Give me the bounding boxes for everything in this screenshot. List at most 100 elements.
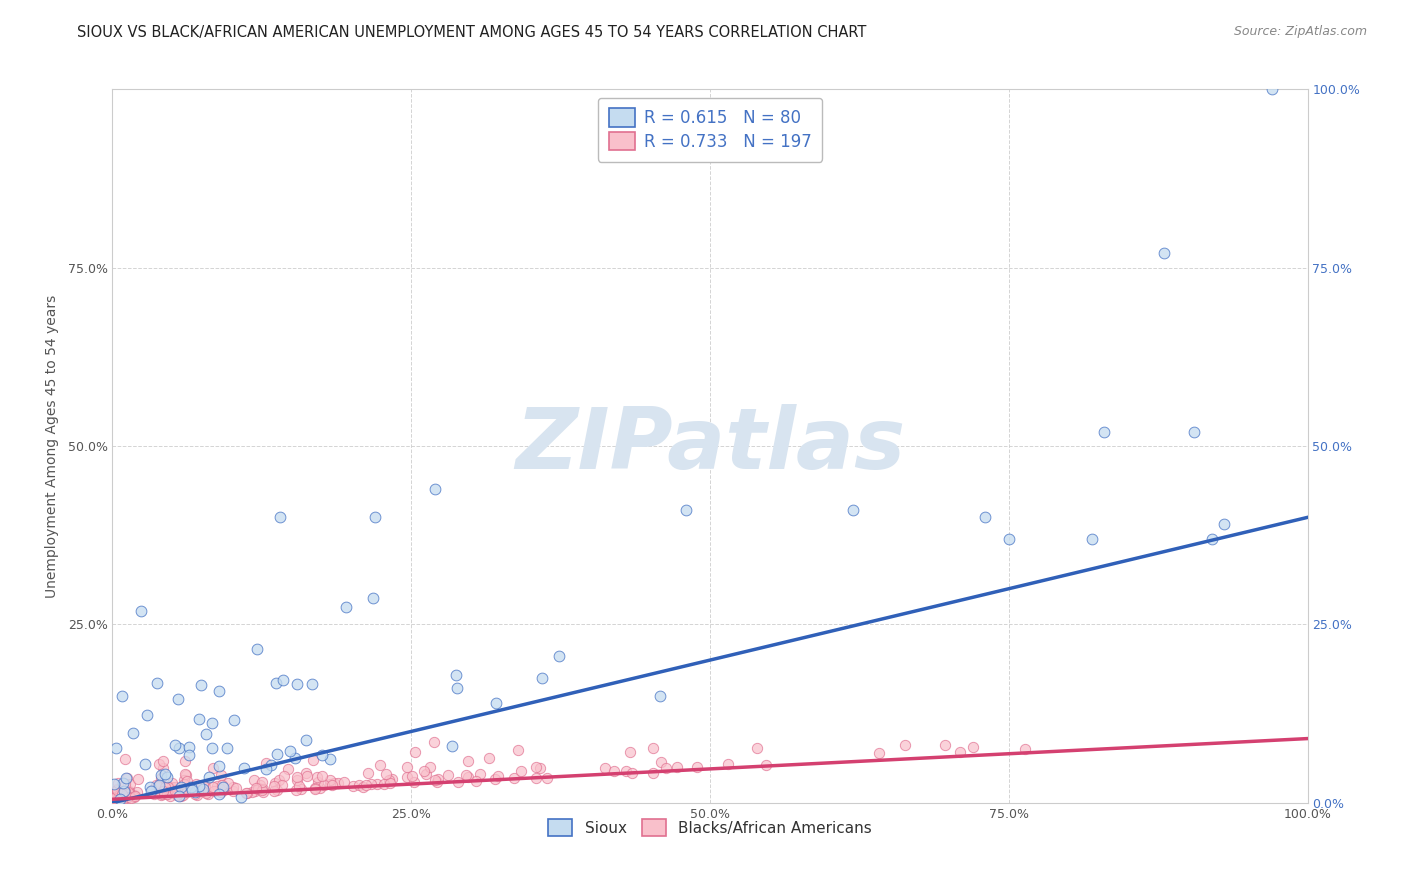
Point [396, 760, 419, 774]
Point [245, 781, 267, 796]
Point [378, 776, 401, 790]
Point [643, 765, 665, 780]
Point [122, 788, 145, 802]
Point [222, 780, 245, 794]
Point [675, 503, 697, 517]
Point [186, 788, 208, 802]
Point [949, 746, 972, 760]
Point [110, 792, 132, 806]
Point [252, 784, 274, 798]
Point [318, 777, 340, 791]
Point [593, 760, 616, 774]
Point [114, 777, 136, 791]
Point [149, 789, 172, 803]
Point [370, 758, 392, 772]
Point [233, 761, 256, 775]
Point [155, 766, 177, 780]
Point [124, 789, 146, 803]
Point [170, 780, 193, 794]
Point [510, 764, 533, 779]
Point [502, 772, 524, 786]
Text: Source: ZipAtlas.com: Source: ZipAtlas.com [1233, 25, 1367, 38]
Point [160, 780, 183, 794]
Point [488, 769, 510, 783]
Point [254, 762, 277, 776]
Point [404, 745, 426, 759]
Point [215, 740, 238, 755]
Point [209, 784, 232, 798]
Point [173, 754, 195, 768]
Point [318, 752, 340, 766]
Point [150, 788, 173, 802]
Point [201, 761, 224, 775]
Point [269, 773, 291, 788]
Point [146, 779, 169, 793]
Point [531, 671, 554, 685]
Point [333, 775, 356, 789]
Point [354, 778, 377, 792]
Point [143, 787, 166, 801]
Point [641, 740, 664, 755]
Point [212, 783, 235, 797]
Point [413, 764, 436, 778]
Point [307, 775, 329, 789]
Point [134, 756, 156, 771]
Point [211, 781, 233, 796]
Point [1153, 246, 1175, 260]
Point [150, 768, 173, 782]
Point [212, 780, 235, 795]
Point [263, 784, 285, 798]
Point [177, 739, 200, 754]
Point [654, 761, 676, 775]
Point [122, 726, 145, 740]
Point [179, 782, 201, 797]
Point [155, 788, 177, 802]
Point [842, 503, 865, 517]
Point [264, 776, 287, 790]
Point [235, 785, 257, 799]
Point [250, 782, 273, 797]
Point [173, 777, 195, 791]
Point [426, 775, 449, 789]
Point [287, 779, 309, 793]
Point [328, 776, 350, 790]
Point [446, 681, 468, 696]
Point [319, 772, 342, 787]
Point [285, 772, 308, 787]
Point [284, 782, 307, 797]
Point [225, 780, 247, 795]
Point [194, 785, 217, 799]
Point [436, 768, 458, 782]
Point [152, 761, 174, 775]
Point [457, 754, 479, 768]
Point [150, 785, 173, 799]
Point [159, 789, 181, 804]
Point [266, 747, 288, 762]
Point [197, 788, 219, 802]
Point [135, 708, 157, 723]
Point [198, 770, 221, 784]
Point [127, 772, 149, 786]
Legend: Sioux, Blacks/African Americans: Sioux, Blacks/African Americans [538, 810, 882, 845]
Point [378, 772, 401, 787]
Point [163, 738, 186, 752]
Point [105, 783, 128, 797]
Point [112, 789, 135, 804]
Point [150, 772, 173, 786]
Point [174, 767, 197, 781]
Point [115, 791, 138, 805]
Point [1182, 425, 1205, 439]
Point [665, 759, 688, 773]
Point [190, 677, 212, 691]
Point [1261, 82, 1284, 96]
Point [485, 696, 508, 710]
Point [110, 789, 132, 803]
Point [415, 767, 437, 781]
Point [156, 780, 179, 794]
Point [127, 785, 149, 799]
Point [360, 777, 382, 791]
Point [446, 668, 468, 682]
Point [105, 782, 128, 797]
Point [304, 782, 326, 797]
Point [111, 789, 134, 804]
